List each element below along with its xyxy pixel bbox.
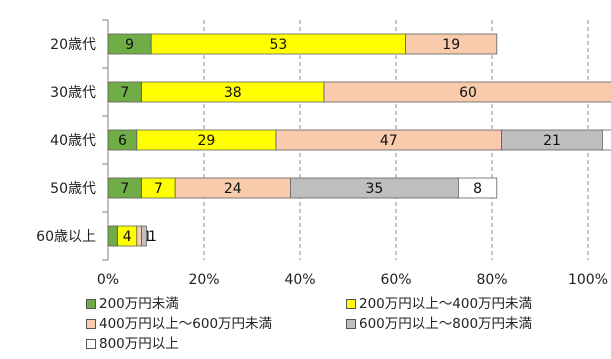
legend-item-600-800: 600万円以上～800万円未満 <box>346 314 532 334</box>
data-label: 29 <box>197 133 215 149</box>
bar-segment <box>141 225 147 247</box>
x-tick-label: 0% <box>97 272 119 288</box>
legend-row-2: 400万円以上～600万円未満 600万円以上～800万円未満 <box>86 314 611 334</box>
x-tick-label: 80% <box>476 272 507 288</box>
data-label: 35 <box>365 181 383 197</box>
bar-segment <box>602 129 611 151</box>
data-label: 1 <box>148 229 157 245</box>
legend-row-3: 800万円以上 <box>86 334 611 354</box>
x-tick-label: 60% <box>380 272 411 288</box>
category-label: 30歳代 <box>50 85 96 101</box>
bar-segment <box>323 81 611 103</box>
legend: 200万円未満 200万円以上～400万円未満 400万円以上～600万円未満 … <box>86 294 611 354</box>
data-label: 4 <box>123 229 132 245</box>
x-tick-label: 100% <box>568 272 608 288</box>
bar-segment <box>457 177 498 199</box>
data-label: 47 <box>380 133 398 149</box>
data-label: 7 <box>154 181 163 197</box>
category-label: 40歳代 <box>50 133 96 149</box>
legend-swatch-600-800 <box>346 319 356 329</box>
legend-item-400-600: 400万円以上～600万円未満 <box>86 314 346 334</box>
legend-swatch-over-800 <box>86 339 96 349</box>
bar-segment <box>136 225 143 247</box>
category-label: 50歳代 <box>50 181 96 197</box>
legend-item-under-200: 200万円未満 <box>86 294 346 314</box>
data-label: 1 <box>143 229 152 245</box>
data-label: 24 <box>224 181 242 197</box>
legend-label-400-600: 400万円以上～600万円未満 <box>99 316 273 332</box>
legend-label-200-400: 200万円以上～400万円未満 <box>359 296 533 312</box>
data-label: 7 <box>120 85 129 101</box>
legend-label-600-800: 600万円以上～800万円未満 <box>359 316 533 332</box>
data-label: 21 <box>543 133 561 149</box>
data-label: 9 <box>125 37 134 53</box>
legend-item-over-800: 800万円以上 <box>86 334 179 354</box>
x-tick-label: 40% <box>284 272 315 288</box>
bar-segment <box>405 33 498 55</box>
data-label: 38 <box>224 85 242 101</box>
data-label: 7 <box>120 181 129 197</box>
data-label: 19 <box>442 37 460 53</box>
data-label: 53 <box>269 37 287 53</box>
legend-label-over-800: 800万円以上 <box>99 336 179 352</box>
category-label: 20歳代 <box>50 37 96 53</box>
bar-segment <box>107 225 118 247</box>
x-tick-label: 20% <box>188 272 219 288</box>
legend-row-1: 200万円未満 200万円以上～400万円未満 <box>86 294 611 314</box>
legend-item-200-400: 200万円以上～400万円未満 <box>346 294 532 314</box>
legend-swatch-200-400 <box>346 299 356 309</box>
category-label: 60歳以上 <box>36 229 96 245</box>
data-label: 6 <box>118 133 127 149</box>
data-label: 5 <box>610 133 611 149</box>
legend-swatch-under-200 <box>86 299 96 309</box>
data-label: 60 <box>459 85 477 101</box>
data-label: 8 <box>473 181 482 197</box>
legend-label-under-200: 200万円未満 <box>99 296 179 312</box>
legend-swatch-400-600 <box>86 319 96 329</box>
stacked-bar-chart: 20歳代 9 53 19 30歳代 7 38 60 14 40歳代 6 29 47 21 5 50歳代 7 7 24… <box>36 19 611 288</box>
